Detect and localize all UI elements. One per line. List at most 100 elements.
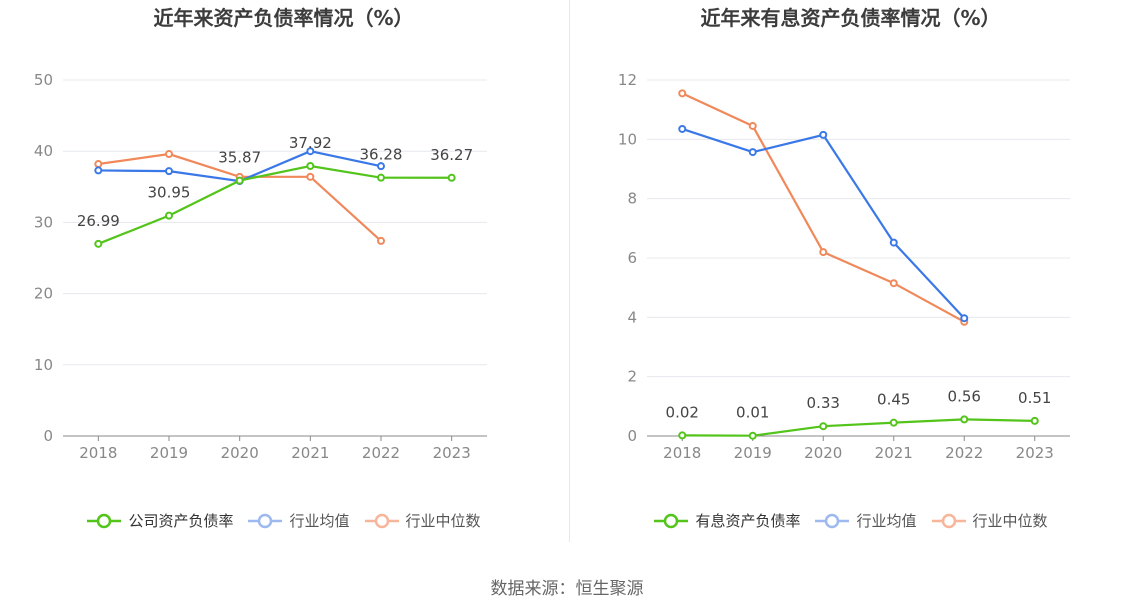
x-tick-label: 2019	[150, 444, 188, 462]
data-point	[748, 148, 757, 157]
legend-swatch	[815, 513, 850, 528]
legend-swatch-marker	[258, 513, 273, 528]
chart-plot-debt-ratio: 0 10 20 30 40 50 2018 2019 2020 2021 2022 2023 26.99…	[34, 71, 487, 462]
data-label: 0.45	[877, 391, 910, 409]
data-point	[377, 173, 385, 182]
data-source-note: 数据来源：恒生聚源	[490, 579, 644, 599]
legend-swatch	[364, 513, 399, 528]
data-point	[377, 236, 385, 245]
legend-swatch-marker	[374, 513, 389, 528]
data-point	[306, 147, 315, 156]
data-point	[94, 160, 103, 169]
y-tick-label: 30	[34, 213, 53, 231]
y-tick-label: 0	[43, 427, 53, 445]
chart-panel-interest-debt-ratio: 近年来有息资产负债率情况（%） 0 2 4 6 8 10 12 2018 2019 2020 202…	[567, 0, 1134, 560]
y-tick-label: 20	[34, 285, 53, 303]
legend-item[interactable]: 行业中位数	[364, 510, 481, 531]
panel-divider	[569, 0, 570, 542]
y-tick-label: 6	[627, 249, 637, 267]
chart-legend: 有息资产负债率 行业均值 行业中位数	[567, 510, 1134, 531]
x-tick-label: 2022	[362, 444, 400, 462]
data-point	[889, 418, 898, 427]
data-point	[819, 422, 828, 431]
y-tick-label: 50	[34, 71, 53, 89]
data-label: 26.99	[77, 212, 120, 230]
legend-item[interactable]: 有息资产负债率	[653, 510, 800, 531]
data-point	[889, 279, 898, 288]
chart-title: 近年来有息资产负债率情况（%）	[700, 6, 1001, 30]
legend-label: 行业均值	[856, 512, 917, 530]
x-tick-label: 2019	[734, 444, 772, 462]
legend-item[interactable]: 行业中位数	[931, 510, 1048, 531]
data-point	[678, 89, 687, 98]
legend-swatch-marker	[941, 513, 956, 528]
data-point	[1030, 416, 1039, 425]
data-point	[748, 121, 757, 130]
x-tick-label: 2020	[221, 444, 259, 462]
data-point	[165, 167, 173, 176]
legend-label: 公司资产负债率	[128, 512, 234, 530]
data-point	[165, 211, 173, 220]
data-point	[165, 150, 173, 159]
data-label: 0.51	[1018, 389, 1051, 407]
x-tick-label: 2021	[875, 444, 913, 462]
legend-swatch	[654, 513, 689, 528]
legend-item[interactable]: 行业均值	[814, 510, 917, 531]
data-point	[678, 124, 687, 133]
legend-label: 行业均值	[289, 512, 350, 530]
data-point	[235, 176, 244, 185]
y-tick-label: 8	[627, 190, 637, 208]
series-line	[682, 418, 1035, 437]
data-point	[447, 173, 456, 182]
x-tick-label: 2023	[1016, 444, 1054, 462]
data-label: 36.27	[430, 146, 473, 164]
legend-swatch	[248, 513, 283, 528]
y-tick-label: 10	[618, 130, 637, 148]
data-point	[889, 238, 898, 247]
data-label: 0.56	[948, 387, 981, 405]
y-tick-label: 2	[627, 368, 637, 386]
legend-swatch	[87, 513, 122, 528]
data-point	[94, 166, 103, 175]
data-point	[306, 172, 315, 181]
legend-item[interactable]: 行业均值	[247, 510, 350, 531]
data-label: 30.95	[148, 184, 191, 202]
data-label: 0.01	[736, 404, 769, 422]
legend-swatch-marker	[97, 513, 112, 528]
data-label: 35.87	[218, 149, 261, 167]
data-label: 37.92	[289, 134, 332, 152]
chart-panel-debt-ratio: 近年来资产负债率情况（%） 0 10 20 30 40 50 2018 2019 2020 202…	[0, 0, 567, 560]
chart-legend: 公司资产负债率 行业均值 行业中位数	[0, 510, 567, 531]
x-tick-label: 2023	[433, 444, 471, 462]
x-tick-label: 2020	[804, 444, 842, 462]
data-point	[748, 431, 757, 440]
chart-plot-interest-debt-ratio: 0 2 4 6 8 10 12 2018 2019 2020 2021 2022 2023 0.02 0.0…	[618, 71, 1070, 462]
legend-item[interactable]: 公司资产负债率	[86, 510, 233, 531]
y-tick-label: 40	[34, 142, 53, 160]
y-tick-label: 4	[627, 308, 637, 326]
data-point	[377, 162, 385, 171]
data-point	[306, 162, 315, 171]
data-point	[960, 314, 969, 323]
legend-swatch-marker	[825, 513, 840, 528]
legend-label: 行业中位数	[405, 512, 481, 530]
x-tick-label: 2018	[663, 444, 701, 462]
data-label: 0.02	[666, 403, 699, 421]
legend-label: 行业中位数	[972, 512, 1048, 530]
y-tick-label: 0	[627, 427, 637, 445]
legend-swatch	[931, 513, 966, 528]
x-tick-label: 2021	[291, 444, 329, 462]
chart-title: 近年来资产负债率情况（%）	[153, 6, 414, 30]
data-point	[819, 248, 828, 257]
data-label: 36.28	[360, 146, 403, 164]
x-tick-label: 2022	[945, 444, 983, 462]
x-tick-label: 2018	[79, 444, 117, 462]
data-point	[960, 415, 969, 424]
y-tick-label: 12	[618, 71, 637, 89]
data-point	[819, 130, 828, 139]
data-label: 0.33	[807, 394, 840, 412]
series-line	[97, 164, 452, 245]
data-point	[678, 431, 687, 440]
data-point	[94, 239, 103, 248]
series-line	[681, 92, 965, 323]
